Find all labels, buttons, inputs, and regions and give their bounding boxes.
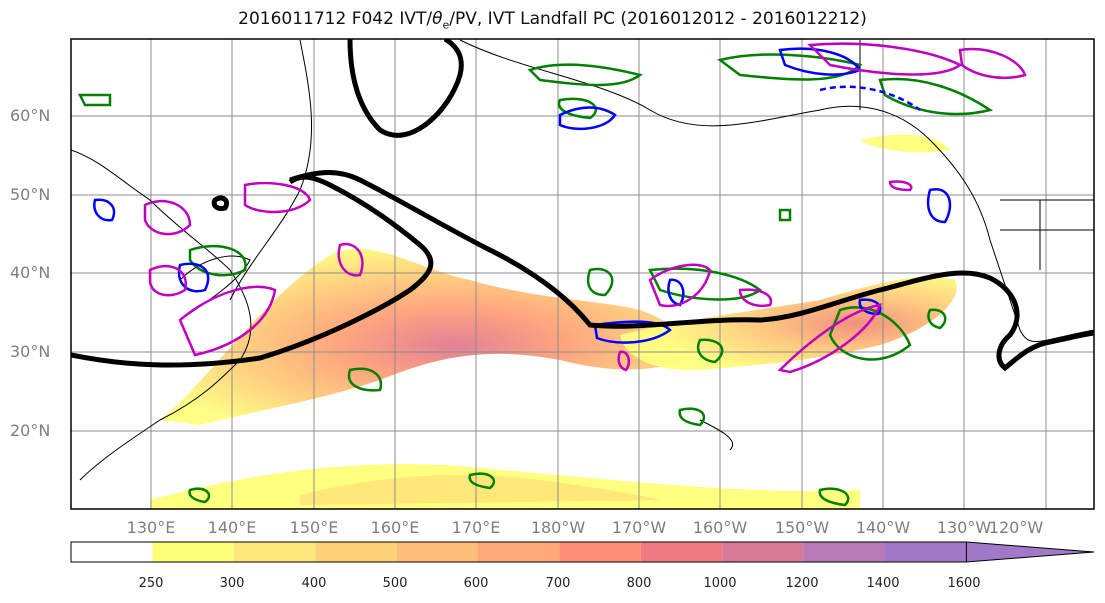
colorbar-tick: 1600 xyxy=(947,576,981,591)
graticule xyxy=(71,39,1094,509)
lon-label: 140°E xyxy=(207,518,257,537)
colorbar-segment xyxy=(803,542,885,562)
colorbar-tick: 500 xyxy=(382,576,408,591)
lon-label: 170°W xyxy=(611,518,667,537)
colorbar-segment xyxy=(640,542,723,562)
lat-label-60n: 60°N xyxy=(10,106,51,125)
theta-e-contours xyxy=(77,53,994,507)
colorbar-segment xyxy=(478,542,560,562)
lon-label: 160°W xyxy=(692,518,748,537)
ivt-pc-contours xyxy=(143,42,1027,374)
colorbar-tick: 1200 xyxy=(785,576,819,591)
map-title: 2016011712 F042 IVT/θe/PV, IVT Landfall … xyxy=(238,9,867,32)
lat-label-30n: 30°N xyxy=(10,342,51,361)
lon-label: 150°E xyxy=(289,518,339,537)
colorbar-segment xyxy=(396,542,478,562)
colorbar-tick: 250 xyxy=(138,576,164,591)
lon-label: 150°W xyxy=(774,518,830,537)
ivt-plume-west xyxy=(160,248,693,425)
lon-label: 130°W xyxy=(936,518,992,537)
colorbar-tick: 400 xyxy=(301,576,327,591)
colorbar-tick: 1400 xyxy=(866,576,900,591)
colorbar-segment xyxy=(885,542,967,562)
colorbar-tick: 800 xyxy=(626,576,652,591)
jet-contours xyxy=(71,39,1094,372)
lon-label: 130°E xyxy=(126,518,176,537)
colorbar-extend-arrow xyxy=(965,541,1095,563)
colorbar-tick: 300 xyxy=(219,576,245,591)
ivt-band-south-inner xyxy=(300,475,660,505)
lon-label: 120°W xyxy=(988,518,1044,537)
colorbar-tick: 1000 xyxy=(703,576,737,591)
colorbar-segment xyxy=(722,542,804,562)
colorbar-segment xyxy=(152,542,234,562)
colorbar-segment xyxy=(71,542,153,562)
lon-label: 170°E xyxy=(451,518,501,537)
colorbar-segment xyxy=(233,542,316,562)
colorbar-tick: 600 xyxy=(463,576,489,591)
colorbar-frame xyxy=(70,541,967,563)
lat-label-50n: 50°N xyxy=(10,185,51,204)
colorbar-segment xyxy=(315,542,397,562)
colorbar-segment xyxy=(559,542,641,562)
lon-label: 180°W xyxy=(530,518,586,537)
lat-label-20n: 20°N xyxy=(10,421,51,440)
ivt-patch-gulf xyxy=(860,134,950,153)
colorbar-tick: 700 xyxy=(545,576,571,591)
lon-label: 140°W xyxy=(855,518,911,537)
map-frame xyxy=(70,38,1095,510)
lat-label-40n: 40°N xyxy=(10,263,51,282)
colorbar xyxy=(70,541,1095,563)
lon-label: 160°E xyxy=(370,518,420,537)
